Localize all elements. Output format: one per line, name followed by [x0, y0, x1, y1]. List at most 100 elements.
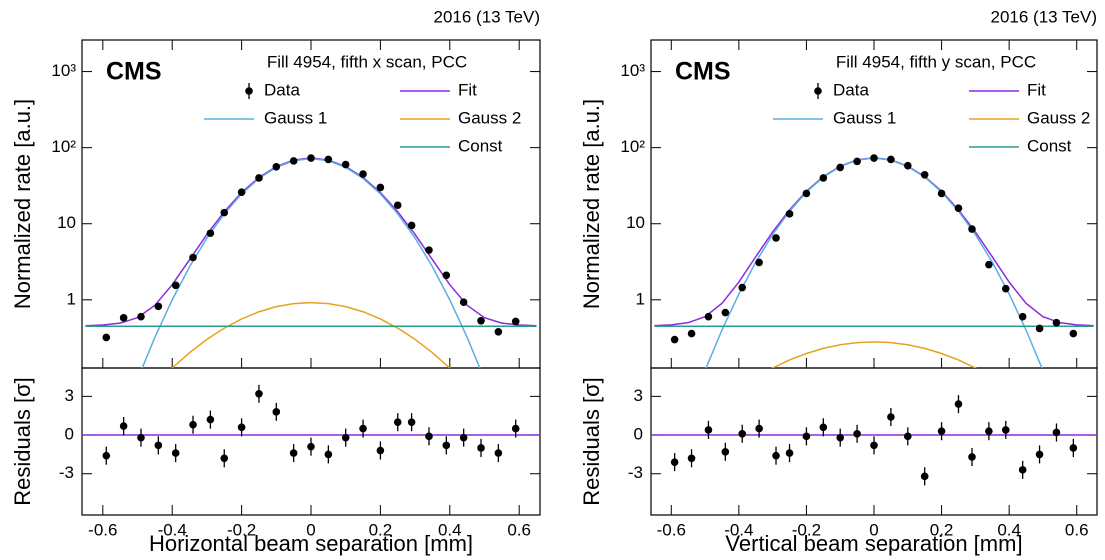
data-point	[670, 335, 679, 344]
legend-label: Const	[1027, 136, 1072, 155]
residual-point	[920, 472, 929, 481]
data-point	[1052, 318, 1061, 327]
residual-point	[785, 449, 794, 457]
subtitle: Fill 4954, fifth x scan, PCC	[267, 52, 467, 71]
residual-tick-label: 0	[634, 425, 643, 444]
data-point	[1035, 324, 1044, 333]
fit-curve	[771, 341, 977, 368]
residual-point	[704, 426, 713, 434]
data-point	[407, 221, 416, 230]
data-point	[870, 154, 878, 162]
residual-point	[137, 433, 145, 442]
data-point	[1018, 312, 1027, 321]
legend-label: Gauss 1	[264, 108, 327, 127]
x-axis-label: Horizontal beam separation [mm]	[149, 531, 473, 556]
data-point	[511, 317, 520, 326]
residual-point	[755, 424, 763, 433]
data-point	[494, 327, 503, 336]
residual-point	[407, 418, 416, 426]
residual-point	[189, 420, 197, 429]
data-point	[171, 281, 180, 290]
legend-label: Const	[458, 136, 503, 155]
residual-point	[721, 448, 730, 456]
data-point	[836, 163, 845, 172]
fit-curve	[171, 301, 451, 368]
experiment-label: CMS	[675, 58, 731, 86]
data-point	[920, 170, 929, 179]
legend-marker	[814, 87, 822, 95]
y-tick-label: 10³	[51, 61, 76, 80]
legend-label: Fit	[1027, 80, 1046, 99]
data-point	[704, 312, 713, 321]
data-point	[376, 183, 385, 192]
residual-point	[494, 449, 503, 457]
residual-point	[459, 433, 468, 442]
residual-point	[119, 422, 128, 430]
data-point	[206, 229, 215, 238]
x-tick-label: 0	[869, 520, 878, 539]
x-tick-label: -0.6	[88, 520, 117, 539]
residual-point	[903, 432, 912, 441]
y-tick-label: 1	[67, 289, 76, 308]
residual-point	[237, 423, 246, 432]
data-point	[738, 283, 747, 292]
x-axis-label: Vertical beam separation [mm]	[725, 531, 1022, 556]
residual-point	[738, 429, 747, 438]
residual-point	[359, 424, 367, 433]
data-point	[307, 154, 315, 162]
y-tick-label: 10	[57, 213, 76, 232]
residual-point	[954, 400, 963, 408]
y-axis-label: Normalized rate [a.u.]	[10, 99, 35, 309]
legend-marker	[245, 87, 253, 95]
residual-point	[393, 418, 402, 426]
data-point	[954, 204, 963, 213]
residual-tick-label: -3	[59, 463, 74, 482]
x-tick-label: -0.2	[792, 520, 821, 539]
legend-label: Gauss 2	[458, 108, 521, 127]
residual-axis-label: Residuals [σ]	[10, 377, 35, 506]
data-point	[772, 234, 780, 242]
residual-point	[1069, 444, 1078, 452]
data-point	[985, 260, 993, 269]
data-point	[189, 253, 197, 262]
residual-point	[968, 453, 976, 461]
data-point	[1001, 284, 1010, 293]
residual-point	[511, 424, 520, 433]
x-tick-label: 0.4	[438, 520, 462, 539]
data-point	[220, 208, 229, 217]
fit-curve	[654, 156, 1094, 327]
x-tick-label: 0	[306, 520, 315, 539]
data-point	[341, 160, 350, 169]
data-point	[755, 258, 763, 267]
residual-point	[1052, 428, 1061, 437]
x-tick-label: 0.6	[507, 520, 531, 539]
residual-point	[1018, 466, 1027, 474]
data-point	[853, 157, 861, 166]
x-tick-label: -0.4	[724, 520, 753, 539]
data-point	[137, 312, 145, 321]
fit-curve	[141, 157, 481, 368]
y-tick-label: 10²	[620, 137, 645, 156]
residual-point	[819, 423, 828, 432]
residual-point	[1001, 426, 1010, 434]
residual-point	[206, 415, 215, 424]
y-tick-label: 10³	[620, 61, 645, 80]
legend-label: Gauss 2	[1027, 108, 1090, 127]
data-point	[425, 246, 433, 254]
x-tick-label: -0.4	[158, 520, 187, 539]
y-axis-label: Normalized rate [a.u.]	[579, 99, 604, 309]
fit-curve	[85, 157, 537, 327]
residual-point	[425, 432, 433, 441]
fit-curve	[705, 157, 1043, 368]
residual-point	[220, 454, 229, 463]
residual-point	[985, 427, 993, 435]
data-point	[802, 189, 811, 198]
x-tick-label: -0.6	[657, 520, 686, 539]
data-point	[237, 188, 246, 196]
y-tick-label: 10²	[51, 137, 76, 156]
energy-label: 2016 (13 TeV)	[434, 7, 540, 26]
residual-point	[171, 449, 180, 457]
x-tick-label: 0.6	[1065, 520, 1089, 539]
residual-point	[853, 429, 861, 438]
